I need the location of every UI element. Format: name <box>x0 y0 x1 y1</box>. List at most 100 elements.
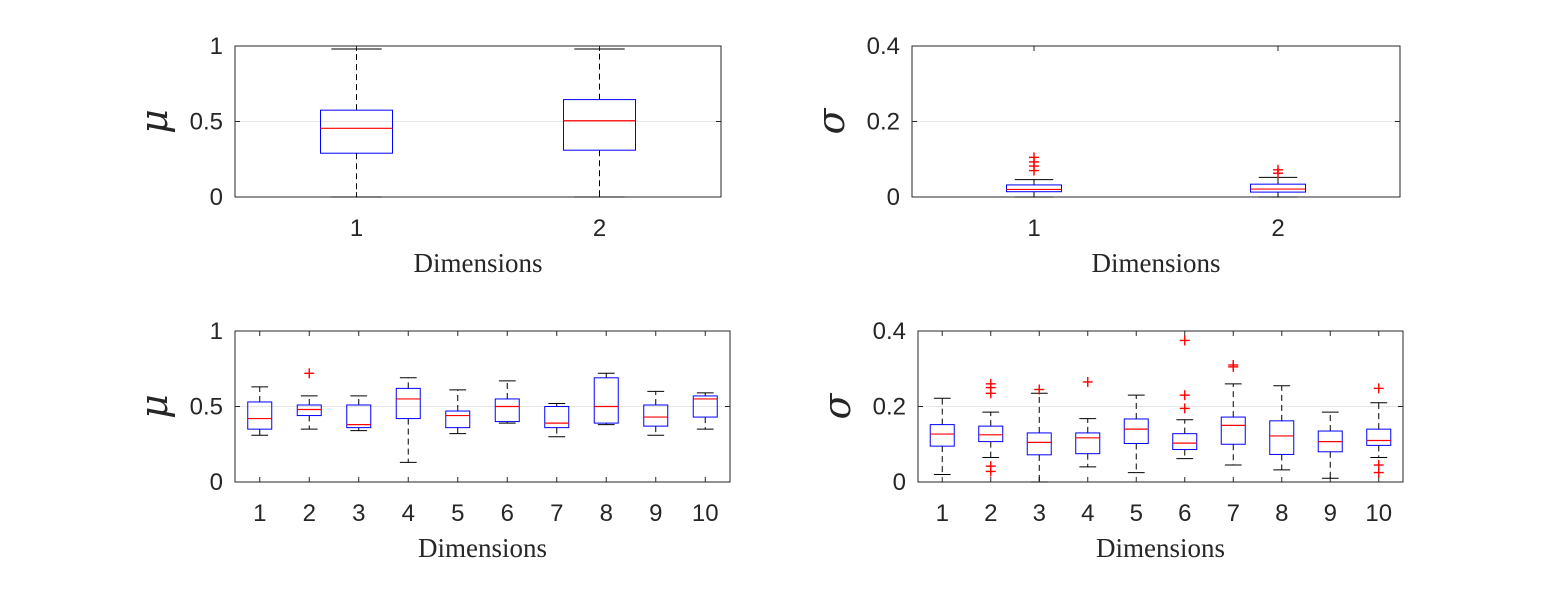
x-tick-label: 3 <box>352 500 365 527</box>
box-1 <box>929 397 955 475</box>
y-axis-label: μ <box>132 394 176 419</box>
box-7 <box>1220 359 1246 466</box>
x-tick-label: 7 <box>1227 500 1240 527</box>
y-tick-label: 0 <box>887 184 900 211</box>
boxplot-panel-4: 0 0.2 0.4 1 2 3 4 5 6 7 8 9 10 Dimensions σ <box>815 318 1404 563</box>
x-tick-label: 8 <box>600 500 613 527</box>
outlier-marker <box>1373 467 1384 478</box>
box-4 <box>1075 376 1101 468</box>
outlier-marker <box>1373 383 1384 394</box>
outlier-marker <box>1034 384 1045 395</box>
x-tick-label: 1 <box>1027 215 1040 242</box>
y-tick-label: 0 <box>210 469 223 496</box>
x-tick-label: 9 <box>1324 500 1337 527</box>
x-tick-label: 4 <box>402 500 415 527</box>
y-axis-label: σ <box>815 392 859 419</box>
x-axis-label: Dimensions <box>413 248 542 278</box>
outlier-marker <box>985 466 996 477</box>
box-9 <box>1317 411 1343 479</box>
y-tick-label: 0.4 <box>867 33 900 60</box>
box-6 <box>1172 335 1198 460</box>
x-tick-label: 6 <box>501 500 514 527</box>
iqr-box <box>247 401 273 430</box>
x-tick-label: 5 <box>451 500 464 527</box>
x-tick-label: 2 <box>1271 215 1284 242</box>
x-axis-label: Dimensions <box>1096 533 1225 563</box>
box-8 <box>593 372 619 426</box>
y-tick-label: 0.4 <box>873 318 906 345</box>
x-tick-label: 2 <box>303 500 316 527</box>
x-axis-label: Dimensions <box>418 533 547 563</box>
iqr-box <box>563 99 636 151</box>
outlier-marker <box>1179 390 1190 401</box>
box-2 <box>296 368 322 430</box>
box-3 <box>346 395 372 432</box>
x-tick-label: 2 <box>593 215 606 242</box>
x-tick-label: 1 <box>253 500 266 527</box>
x-tick-label: 6 <box>1178 500 1191 527</box>
boxplot-panel-3: 0 0.5 1 1 2 3 4 5 6 7 8 9 10 Dimensions μ <box>132 318 731 563</box>
iqr-box <box>320 109 393 154</box>
x-tick-label: 10 <box>1365 500 1392 527</box>
outlier-marker <box>304 368 315 379</box>
box-7 <box>544 402 570 438</box>
box-2 <box>1250 164 1306 198</box>
x-tick-label: 3 <box>1033 500 1046 527</box>
iqr-box <box>494 398 520 423</box>
y-tick-label: 0.5 <box>190 394 223 421</box>
box-1 <box>1006 152 1062 198</box>
iqr-box <box>395 387 421 420</box>
y-axis-label: μ <box>132 109 176 134</box>
box-4 <box>395 377 421 463</box>
outlier-marker <box>1273 164 1283 175</box>
iqr-box <box>1075 432 1101 455</box>
y-axis-label: σ <box>809 107 853 134</box>
box-5 <box>1123 394 1149 474</box>
outlier-marker <box>1228 361 1239 372</box>
iqr-box <box>593 377 619 424</box>
x-tick-label: 5 <box>1130 500 1143 527</box>
iqr-box <box>1123 418 1149 444</box>
iqr-box <box>643 404 669 427</box>
x-tick-label: 10 <box>692 500 719 527</box>
x-tick-label: 8 <box>1275 500 1288 527</box>
box-8 <box>1269 385 1295 471</box>
box-2 <box>563 48 636 198</box>
iqr-box <box>1220 416 1246 445</box>
iqr-box <box>978 425 1004 443</box>
outlier-marker <box>1179 335 1190 346</box>
y-tick-label: 0.2 <box>867 109 900 136</box>
iqr-box <box>1366 428 1392 446</box>
iqr-box <box>1250 183 1306 193</box>
box-9 <box>643 390 669 436</box>
box-5 <box>445 389 471 435</box>
y-tick-label: 1 <box>210 33 223 60</box>
iqr-box <box>346 404 372 429</box>
outlier-marker <box>985 388 996 399</box>
y-tick-label: 1 <box>210 318 223 345</box>
box-3 <box>1026 384 1052 483</box>
box-6 <box>494 380 520 424</box>
outlier-marker <box>1029 152 1039 163</box>
box-10 <box>1366 383 1392 478</box>
outlier-marker <box>1082 376 1093 387</box>
iqr-box <box>1006 184 1062 193</box>
iqr-box <box>1026 432 1052 456</box>
x-tick-label: 4 <box>1081 500 1094 527</box>
x-axis-label: Dimensions <box>1091 248 1220 278</box>
iqr-box <box>692 395 718 418</box>
box-1 <box>247 386 273 436</box>
x-tick-label: 1 <box>350 215 363 242</box>
y-tick-label: 0.5 <box>190 109 223 136</box>
x-tick-label: 1 <box>936 500 949 527</box>
iqr-box <box>929 424 955 447</box>
y-tick-label: 0.2 <box>873 394 906 421</box>
x-tick-label: 9 <box>649 500 662 527</box>
iqr-box <box>1269 420 1295 455</box>
boxplot-panel-2: 0 0.2 0.4 1 2 Dimensions σ <box>809 33 1401 278</box>
x-tick-label: 7 <box>550 500 563 527</box>
y-tick-label: 0 <box>893 469 906 496</box>
boxplot-panel-1: 0 0.5 1 1 2 Dimensions μ <box>132 33 722 278</box>
iqr-box <box>445 410 471 429</box>
